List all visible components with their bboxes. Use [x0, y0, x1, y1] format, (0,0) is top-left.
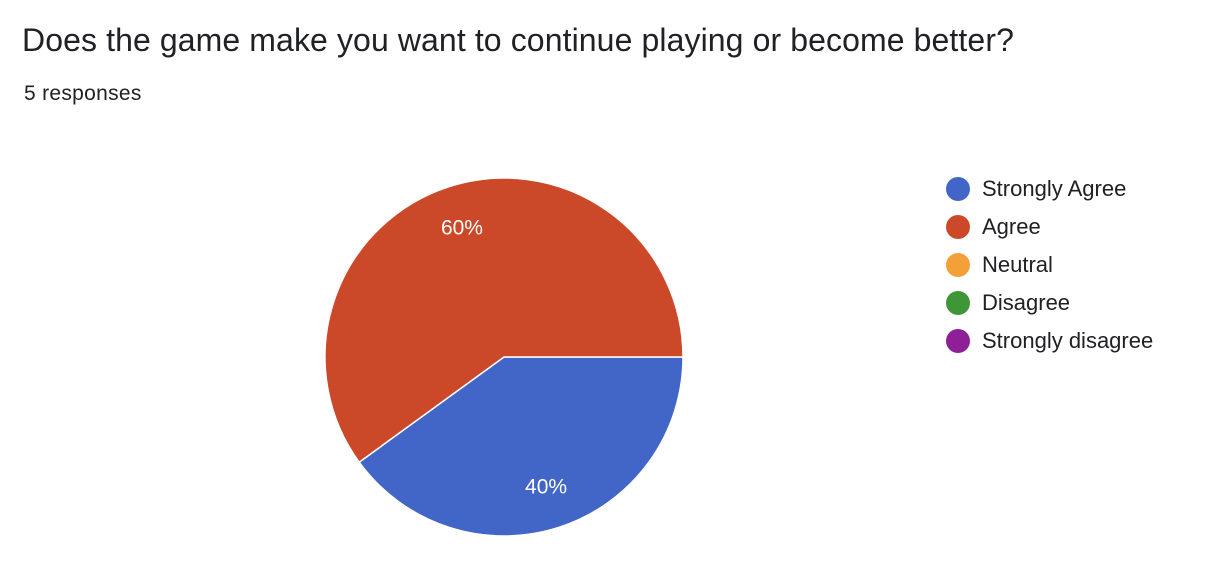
- legend-item-neutral: Neutral: [946, 246, 1153, 284]
- legend-label-strongly-disagree: Strongly disagree: [982, 328, 1154, 353]
- legend-swatch-disagree: [946, 291, 970, 315]
- pie-slice-agree: [324, 177, 684, 464]
- legend-item-agree: Agree: [946, 208, 1153, 246]
- legend-item-disagree: Disagree: [946, 284, 1153, 322]
- pie-slice-strongly-agree: [358, 356, 684, 537]
- legend-swatch-strongly-disagree: [946, 329, 970, 353]
- slice-label-strongly-agree: 40%: [525, 475, 567, 498]
- legend-label-agree: Agree: [982, 214, 1041, 239]
- legend-swatch-strongly-agree: [946, 177, 970, 201]
- legend-label-disagree: Disagree: [982, 290, 1071, 315]
- chart-legend: Strongly Agree Agree Neutral Disagree Strong…: [946, 170, 1153, 360]
- slice-label-agree: 60%: [441, 217, 483, 240]
- legend-item-strongly-disagree: Strongly disagree: [946, 322, 1153, 360]
- legend-label-strongly-agree: Strongly Agree: [982, 176, 1127, 201]
- question-title: Does the game make you want to continue …: [22, 22, 1014, 58]
- response-count: 5 responses: [24, 82, 142, 105]
- legend-label-neutral: Neutral: [982, 252, 1053, 277]
- legend-item-strongly-agree: Strongly Agree: [946, 170, 1153, 208]
- legend-swatch-agree: [946, 215, 970, 239]
- legend-swatch-neutral: [946, 253, 970, 277]
